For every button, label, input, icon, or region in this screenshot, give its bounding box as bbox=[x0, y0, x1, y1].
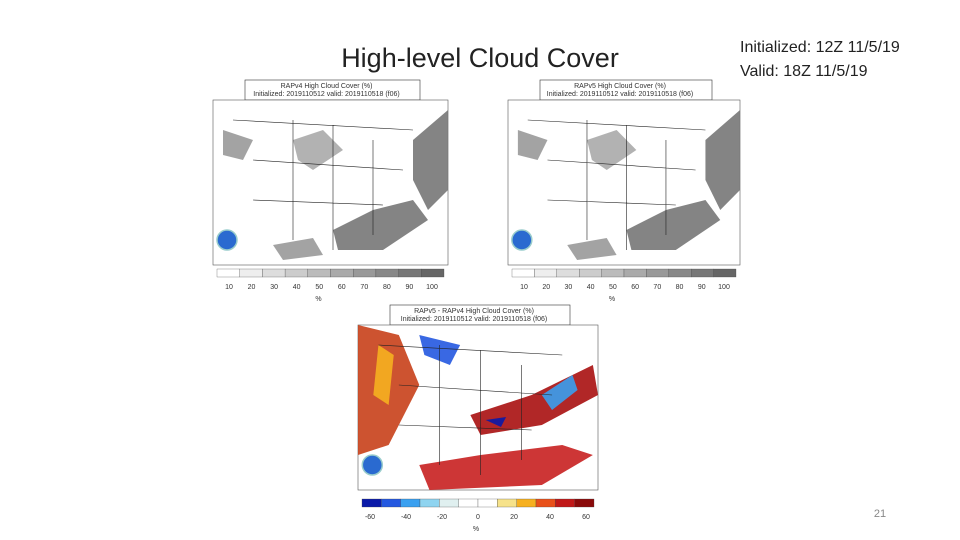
cloud-area bbox=[586, 130, 637, 170]
map bbox=[216, 110, 448, 260]
colorbar-segment bbox=[439, 498, 459, 508]
diff-area bbox=[373, 345, 394, 405]
map bbox=[511, 110, 740, 260]
colorbar-segment bbox=[623, 268, 647, 278]
colorbar-segment bbox=[555, 498, 575, 508]
colorbar-label: 70 bbox=[653, 284, 661, 291]
colorbar-segment bbox=[307, 268, 331, 278]
colorbar-label: 80 bbox=[383, 284, 391, 291]
colorbar-segment bbox=[646, 268, 669, 278]
cloud-area bbox=[705, 110, 740, 210]
diff-area bbox=[485, 417, 507, 427]
colorbar-label: -40 bbox=[401, 514, 411, 521]
colorbar-label: 30 bbox=[565, 284, 573, 291]
colorbar-label: 0 bbox=[476, 514, 480, 521]
panel-title: RAPv5 High Cloud Cover (%) bbox=[574, 83, 666, 90]
colorbar-label: 40 bbox=[293, 284, 301, 291]
colorbar-label: 80 bbox=[676, 284, 684, 291]
colorbar-label: 60 bbox=[631, 284, 639, 291]
cloud-area bbox=[223, 130, 253, 160]
colorbar-segment bbox=[361, 498, 382, 508]
colorbar-label: 100 bbox=[426, 284, 438, 291]
colorbar-label: 50 bbox=[315, 284, 323, 291]
info-line: Valid: 18Z 11/5/19 bbox=[740, 63, 868, 80]
colorbar-label: 90 bbox=[406, 284, 414, 291]
noaa-logo bbox=[511, 229, 533, 251]
colorbar-segment bbox=[579, 268, 602, 278]
cloud-area bbox=[626, 200, 721, 250]
colorbar-label: 20 bbox=[248, 284, 256, 291]
colorbar-segment bbox=[353, 268, 377, 278]
colorbar-label: 20 bbox=[510, 514, 518, 521]
colorbar-segment bbox=[691, 268, 714, 278]
map-frame bbox=[212, 99, 449, 266]
cloud-area bbox=[293, 130, 343, 170]
panel-title: RAPv5 - RAPv4 High Cloud Cover (%) bbox=[414, 308, 534, 315]
colorbar-segment bbox=[421, 268, 445, 278]
colorbar-segment bbox=[713, 268, 737, 278]
colorbar-segment bbox=[239, 268, 263, 278]
state-borders bbox=[232, 119, 414, 250]
map-frame bbox=[507, 99, 741, 266]
colorbar-segment bbox=[216, 268, 240, 278]
colorbar-segment bbox=[601, 268, 625, 278]
cloud-area bbox=[567, 238, 617, 260]
noaa-logo bbox=[216, 229, 238, 251]
colorbar-label: 10 bbox=[225, 284, 233, 291]
state-borders bbox=[527, 119, 706, 250]
colorbar-segment bbox=[375, 268, 399, 278]
cloud-area bbox=[273, 238, 323, 260]
colorbar-segment bbox=[668, 268, 692, 278]
colorbar-label: 40 bbox=[546, 514, 554, 521]
panel-subtitle: Initialized: 2019110512 valid: 201911051… bbox=[547, 91, 693, 98]
cloud-area bbox=[333, 200, 428, 250]
colorbar-segment bbox=[574, 498, 595, 508]
colorbar-label: 10 bbox=[520, 284, 528, 291]
colorbar-units: % bbox=[315, 296, 321, 303]
noaa-logo bbox=[361, 454, 384, 476]
info-line: Initialized: 12Z 11/5/19 bbox=[740, 39, 900, 56]
map bbox=[358, 325, 598, 490]
slide-title: High-level Cloud Cover bbox=[341, 43, 619, 73]
colorbar-segment bbox=[516, 498, 537, 508]
colorbar-segment bbox=[381, 498, 401, 508]
page-number: 21 bbox=[874, 508, 886, 520]
colorbar-segment bbox=[419, 498, 440, 508]
colorbar-label: 60 bbox=[338, 284, 346, 291]
colorbar-segment bbox=[556, 268, 580, 278]
colorbar-label: -20 bbox=[437, 514, 447, 521]
colorbar-segment bbox=[330, 268, 354, 278]
diff-area bbox=[541, 375, 578, 410]
colorbar-segment bbox=[262, 268, 286, 278]
colorbar-segment bbox=[497, 498, 517, 508]
colorbar-label: -60 bbox=[365, 514, 375, 521]
colorbar-label: 100 bbox=[718, 284, 730, 291]
colorbar-label: 40 bbox=[587, 284, 595, 291]
colorbar-label: 30 bbox=[270, 284, 278, 291]
colorbar-label: 20 bbox=[542, 284, 550, 291]
colorbar-label: 60 bbox=[582, 514, 590, 521]
colorbar-label: 90 bbox=[698, 284, 706, 291]
panel-subtitle: Initialized: 2019110512 valid: 201911051… bbox=[401, 316, 547, 323]
panel-subtitle: Initialized: 2019110512 valid: 201911051… bbox=[253, 91, 399, 98]
colorbar-label: 70 bbox=[360, 284, 368, 291]
colorbar-units: % bbox=[473, 526, 479, 533]
colorbar-segment bbox=[511, 268, 535, 278]
colorbar-segment bbox=[284, 268, 308, 278]
colorbar-label: 50 bbox=[609, 284, 617, 291]
colorbar-segment bbox=[400, 498, 421, 508]
colorbar-segment bbox=[477, 498, 498, 508]
cloud-area bbox=[517, 130, 548, 160]
colorbar-segment bbox=[398, 268, 422, 278]
colorbar-segment bbox=[535, 498, 556, 508]
diff-area bbox=[419, 445, 593, 490]
cloud-area bbox=[413, 110, 448, 210]
state-borders bbox=[378, 344, 563, 475]
colorbar-segment bbox=[458, 498, 479, 508]
panel-title: RAPv4 High Cloud Cover (%) bbox=[281, 83, 373, 90]
colorbar-segment bbox=[534, 268, 557, 278]
colorbar-units: % bbox=[609, 296, 615, 303]
